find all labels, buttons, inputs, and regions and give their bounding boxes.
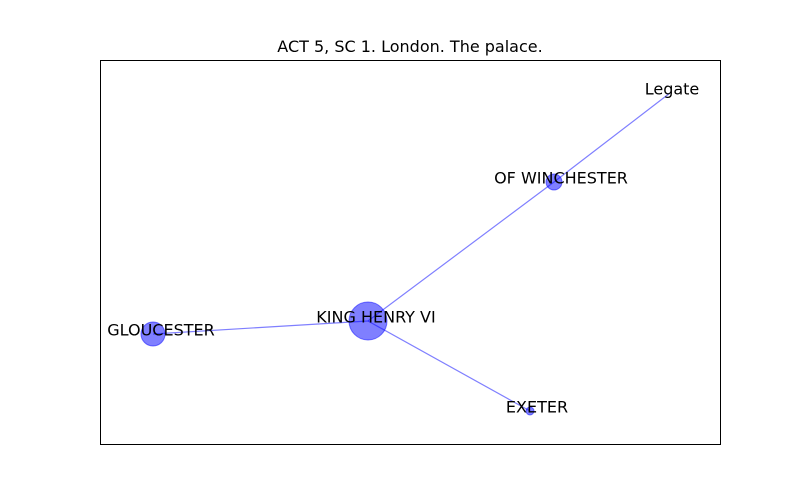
node-label-gloucester: GLOUCESTER (107, 321, 214, 340)
node-label-exeter: EXETER (506, 398, 568, 417)
edge-winchester-legate (553, 92, 671, 183)
labels-layer: KING HENRY VI GLOUCESTER OF WINCHESTER Lega… (107, 80, 699, 417)
node-king (348, 301, 388, 341)
node-label-king: KING HENRY VI (316, 308, 435, 327)
node-gloucester (140, 321, 166, 347)
node-exeter (525, 406, 535, 416)
edge-king-exeter (367, 320, 531, 412)
node-label-legate: Legate (645, 80, 700, 99)
node-winchester (545, 173, 563, 191)
edges-layer (152, 92, 671, 412)
node-label-winchester: OF WINCHESTER (494, 169, 628, 188)
figure-title: ACT 5, SC 1. London. The palace. (277, 37, 542, 56)
edge-king-gloucester (152, 320, 369, 335)
nodes-layer (140, 173, 563, 416)
plot-frame (100, 60, 721, 445)
edge-king-winchester (367, 181, 555, 322)
